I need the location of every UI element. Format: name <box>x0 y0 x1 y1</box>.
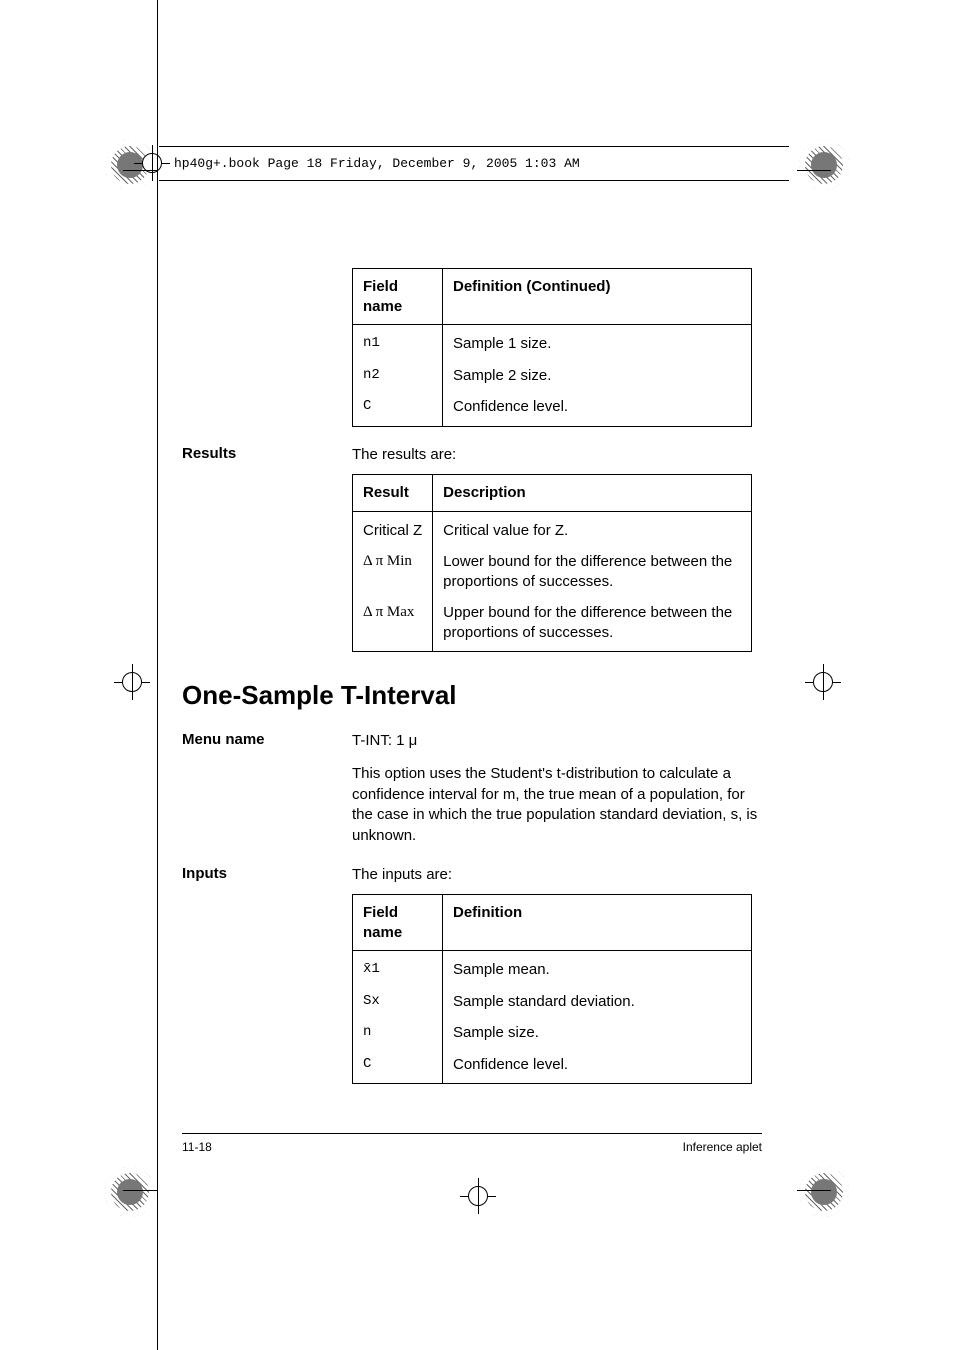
trim-tick-sw <box>123 1190 157 1191</box>
row-sym: n1 <box>353 325 443 360</box>
row-def: Lower bound for the difference between t… <box>433 546 752 597</box>
footer-section: Inference aplet <box>683 1140 762 1154</box>
row-sym: Critical Z <box>353 511 433 546</box>
medallion-tr <box>799 140 849 190</box>
inputs-table: Field name Definition x̄1 Sample mean. S… <box>352 894 752 1084</box>
results-intro: The results are: <box>352 445 762 466</box>
row-def: Sample 2 size. <box>443 360 752 392</box>
th-desc: Description <box>433 475 752 512</box>
table-row: Critical Z Critical value for Z. <box>353 511 752 546</box>
table-row: Δ π Max Upper bound for the difference b… <box>353 597 752 652</box>
results-label: Results <box>182 445 236 462</box>
th-def: Definition <box>443 895 752 951</box>
table-row: Δ π Min Lower bound for the difference b… <box>353 546 752 597</box>
row-def: Confidence level. <box>443 1049 752 1084</box>
row-def: Sample size. <box>443 1017 752 1049</box>
menu-name-label: Menu name <box>182 731 265 748</box>
page-footer: 11-18 Inference aplet <box>182 1133 762 1154</box>
table-row: C Confidence level. <box>353 1049 752 1084</box>
row-sym: n2 <box>353 360 443 392</box>
table-row: n2 Sample 2 size. <box>353 360 752 392</box>
th-result: Result <box>353 475 433 512</box>
results-table: Result Description Critical Z Critical v… <box>352 474 752 652</box>
crosshair-header <box>134 145 170 181</box>
section-description: This option uses the Student's t-distrib… <box>352 764 762 847</box>
inputs-intro: The inputs are: <box>352 865 762 886</box>
row-def: Sample 1 size. <box>443 325 752 360</box>
row-sym: Δ π Min <box>353 546 433 597</box>
trim-tick-se <box>797 1190 831 1191</box>
th-field: Field name <box>353 895 443 951</box>
inputs-label: Inputs <box>182 865 227 882</box>
field-continued-table: Field name Definition (Continued) n1 Sam… <box>352 268 752 427</box>
row-sym: C <box>353 1049 443 1084</box>
row-sym: n <box>353 1017 443 1049</box>
row-sym: Δ π Max <box>353 597 433 652</box>
row-def: Upper bound for the difference between t… <box>433 597 752 652</box>
footer-page-number: 11-18 <box>182 1140 212 1154</box>
table-row: Sx Sample standard deviation. <box>353 986 752 1018</box>
table-row: n Sample size. <box>353 1017 752 1049</box>
trim-line-left <box>157 0 158 1350</box>
page-content: Field name Definition (Continued) n1 Sam… <box>182 268 762 1084</box>
row-def: Sample standard deviation. <box>443 986 752 1018</box>
row-def: Confidence level. <box>443 391 752 426</box>
trim-tick-ne <box>797 170 831 171</box>
table-row: C Confidence level. <box>353 391 752 426</box>
crosshair-left <box>114 664 150 700</box>
medallion-bl <box>105 1167 155 1217</box>
table-row: x̄1 Sample mean. <box>353 951 752 986</box>
fileline-text: hp40g+.book Page 18 Friday, December 9, … <box>174 156 580 171</box>
trim-tick-nw <box>123 170 157 171</box>
row-sym: Sx <box>353 986 443 1018</box>
row-sym: x̄1 <box>353 951 443 986</box>
section-heading: One-Sample T-Interval <box>182 680 762 711</box>
th-field: Field name <box>353 269 443 325</box>
medallion-br <box>799 1167 849 1217</box>
row-sym: C <box>353 391 443 426</box>
menu-name-value: T-INT: 1 μ <box>352 731 762 752</box>
print-header-fileline: hp40g+.book Page 18 Friday, December 9, … <box>174 156 580 171</box>
table-row: n1 Sample 1 size. <box>353 325 752 360</box>
crosshair-bottom <box>460 1178 496 1214</box>
row-def: Critical value for Z. <box>433 511 752 546</box>
row-def: Sample mean. <box>443 951 752 986</box>
th-def: Definition (Continued) <box>443 269 752 325</box>
crosshair-right <box>805 664 841 700</box>
